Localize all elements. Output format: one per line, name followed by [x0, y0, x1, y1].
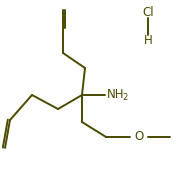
Text: NH: NH [107, 87, 124, 100]
Text: O: O [134, 130, 144, 143]
Text: H: H [144, 35, 152, 48]
Text: Cl: Cl [142, 6, 154, 19]
Text: 2: 2 [122, 93, 127, 102]
